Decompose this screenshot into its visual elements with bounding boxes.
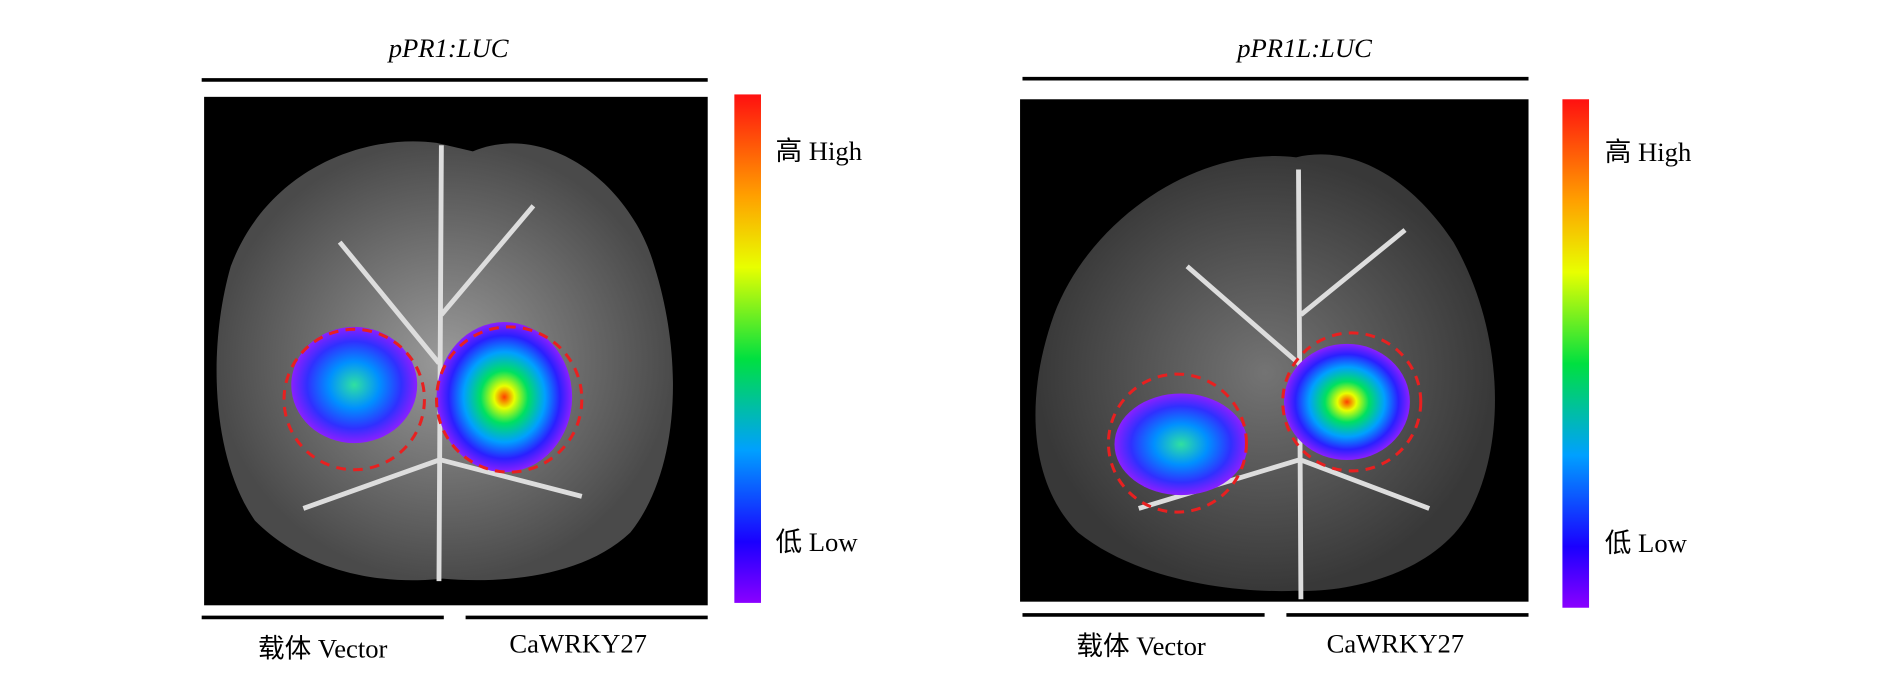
signal (291, 326, 418, 444)
signal (436, 322, 573, 473)
group-label: CaWRKY27 (1327, 629, 1465, 659)
colorbar-low: 低 Low (776, 527, 859, 557)
color-bar (734, 94, 761, 603)
group-label: CaWRKY27 (509, 629, 647, 659)
colorbar-high: 高 High (1605, 137, 1692, 167)
panel: pPR1:LUC 高 High 低 Low 载体 Vector CaWRKY27 (201, 33, 863, 663)
group-label: 载体 Vector (258, 633, 388, 663)
dashed-circle (1281, 331, 1423, 473)
dashed-circle (1106, 372, 1248, 514)
group-label: 载体 Vector (1076, 631, 1206, 661)
dashed-circle (435, 325, 584, 474)
signal (1114, 393, 1248, 496)
panel: pPR1L:LUC 高 High 低 Low 载体 Vector CaWRKY2… (1020, 33, 1691, 661)
dashed-circle (282, 327, 426, 472)
colorbar-high: 高 High (776, 136, 863, 166)
signal (1283, 343, 1410, 461)
panel-title: pPR1L:LUC (1235, 33, 1372, 63)
color-bar (1562, 99, 1590, 608)
leaf-veins (302, 145, 583, 582)
panel-title: pPR1:LUC (387, 33, 509, 63)
colorbar-low: 低 Low (1605, 528, 1688, 558)
leaf (216, 141, 673, 581)
